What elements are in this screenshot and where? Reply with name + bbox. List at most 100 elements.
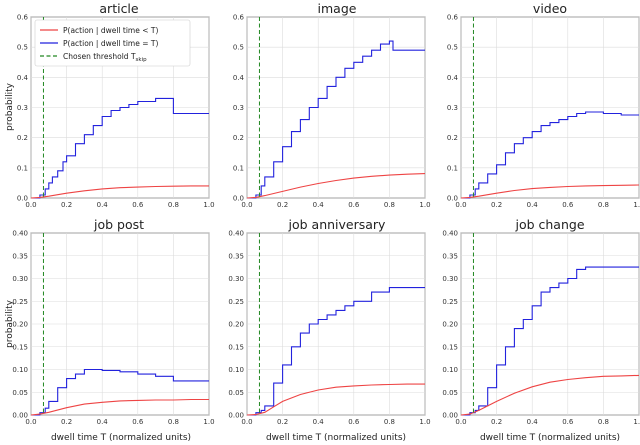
y-tick-label: 0.15 — [228, 343, 244, 351]
series-line-lt — [460, 374, 640, 416]
y-tick-label: 0.25 — [442, 298, 458, 306]
y-tick-label: 0.5 — [17, 44, 28, 52]
series-line-lt — [246, 173, 426, 199]
y-tick-label: 0.1 — [17, 164, 28, 172]
y-tick-label: 0.4 — [447, 74, 459, 82]
series-line-eq — [247, 287, 425, 416]
x-axis-label-job-change: dwell time T (normalized units) — [480, 433, 620, 443]
y-tick-label: 0.35 — [442, 252, 458, 260]
y-tick-label: 0.3 — [233, 104, 244, 112]
x-tick-label: 0.8 — [168, 418, 179, 426]
x-tick-label: 0.0 — [241, 201, 252, 209]
plot-area: 0.0 0.2 0.4 0.6 0.8 1.0 0.0 0.1 0.2 0.3 0.4 0.5 0.6 — [447, 14, 640, 210]
y-tick-label: 0.4 — [233, 74, 245, 82]
plot-area: 0.0 0.2 0.4 0.6 0.8 1.0 0.00 0.05 0.10 0.15 0.20 0.… — [442, 230, 640, 427]
x-tick-label: 0.8 — [384, 201, 395, 209]
panel-job-post: job post probability dwell time T (norma… — [5, 217, 215, 443]
y-tick-label: 0.4 — [17, 74, 29, 82]
x-tick-label: 0.4 — [313, 418, 325, 426]
panel-title-job-change: job change — [514, 217, 584, 232]
y-tick-label: 0.5 — [233, 44, 244, 52]
x-tick-label: 0.6 — [562, 418, 574, 426]
x-axis-label-job-post: dwell time T (normalized units) — [51, 433, 191, 443]
panel-title-article: article — [99, 1, 139, 16]
y-tick-label: 0.40 — [442, 230, 458, 238]
y-tick-label: 0.15 — [12, 343, 28, 351]
x-tick-label: 0.0 — [455, 418, 466, 426]
legend-label-blue: P(action | dwell time = T) — [63, 39, 158, 48]
plot-area: 0.0 0.2 0.4 0.6 0.8 1.0 0.00 0.05 0.10 0.15 0.20 0.… — [12, 230, 214, 427]
y-tick-label: 0.40 — [12, 230, 28, 238]
x-tick-label: 1.0 — [633, 201, 640, 209]
legend: P(action | dwell time < T) P(action | dw… — [34, 19, 191, 67]
y-tick-label: 0.05 — [228, 389, 244, 397]
y-tick-label: 0.1 — [233, 164, 244, 172]
y-tick-label: 0.30 — [12, 275, 28, 283]
x-tick-label: 1.0 — [633, 418, 640, 426]
series-line-eq — [31, 368, 209, 416]
x-tick-label: 0.4 — [97, 418, 109, 426]
series-line-eq — [461, 111, 639, 199]
panel-title-image: image — [318, 1, 357, 16]
x-tick-label: 0.4 — [313, 201, 325, 209]
x-tick-label: 1.0 — [419, 418, 430, 426]
x-tick-label: 0.6 — [348, 201, 360, 209]
y-tick-label: 0.20 — [228, 321, 244, 329]
y-tick-label: 0.3 — [447, 104, 458, 112]
series-line-eq — [247, 40, 425, 199]
x-tick-label: 0.2 — [61, 418, 72, 426]
x-tick-label: 1.0 — [203, 418, 214, 426]
y-tick-label: 0.10 — [12, 366, 28, 374]
x-tick-label: 0.2 — [277, 418, 288, 426]
y-tick-label: 0.6 — [233, 14, 245, 22]
y-tick-label: 0.30 — [228, 275, 244, 283]
series-line-lt — [30, 398, 209, 416]
x-tick-label: 0.6 — [348, 418, 360, 426]
y-tick-label: 0.00 — [12, 412, 28, 420]
y-tick-label: 0.2 — [447, 134, 458, 142]
y-tick-label: 0.35 — [12, 252, 28, 260]
x-tick-label: 0.4 — [527, 418, 539, 426]
x-tick-label: 0.8 — [168, 201, 179, 209]
y-tick-label: 0.00 — [442, 412, 458, 420]
y-tick-label: 0.6 — [17, 14, 29, 22]
series-line-eq — [31, 97, 209, 199]
x-tick-label: 0.4 — [527, 201, 539, 209]
x-tick-label: 0.0 — [25, 418, 36, 426]
x-tick-label: 0.6 — [132, 201, 144, 209]
y-axis-label-article: probability — [5, 82, 15, 131]
x-tick-label: 1.0 — [419, 201, 430, 209]
x-axis-label-job-anniversary: dwell time T (normalized units) — [266, 433, 406, 443]
y-tick-label: 0.2 — [233, 134, 244, 142]
series-line-lt — [246, 383, 425, 416]
panel-job-change: job change dwell time T (normalized unit… — [442, 217, 640, 443]
series-line-lt — [30, 185, 209, 199]
panel-title-job-anniversary: job anniversary — [288, 217, 387, 232]
y-tick-label: 0.6 — [447, 14, 459, 22]
y-tick-label: 0.20 — [12, 321, 28, 329]
y-tick-label: 0.35 — [228, 252, 244, 260]
x-tick-label: 0.2 — [277, 201, 288, 209]
plot-area: 0.0 0.2 0.4 0.6 0.8 1.0 0.0 0.1 0.2 0.3 0.4 0.5 0.6 — [233, 14, 431, 210]
x-tick-label: 0.0 — [241, 418, 252, 426]
series-line-eq — [461, 266, 639, 416]
y-tick-label: 0.00 — [228, 412, 244, 420]
x-tick-label: 0.2 — [491, 201, 502, 209]
y-tick-label: 0.25 — [12, 298, 28, 306]
x-tick-label: 0.4 — [97, 201, 109, 209]
y-tick-label: 0.5 — [447, 44, 458, 52]
y-tick-label: 0.0 — [17, 195, 28, 203]
y-tick-label: 0.10 — [228, 366, 244, 374]
y-tick-label: 0.10 — [442, 366, 458, 374]
x-tick-label: 0.0 — [455, 201, 466, 209]
y-tick-label: 0.20 — [442, 321, 458, 329]
legend-label-threshold-subscript: skip — [136, 57, 148, 63]
panel-image: image 0.0 0.2 0.4 0.6 0.8 1.00.00.10.20.30.40… — [233, 1, 431, 209]
legend-label-threshold-main: Chosen threshold T — [63, 52, 136, 61]
y-tick-label: 0.0 — [447, 195, 458, 203]
x-tick-label: 1.0 — [203, 201, 214, 209]
y-tick-label: 0.1 — [447, 164, 458, 172]
plot-area: 0.0 0.2 0.4 0.6 0.8 1.0 0.00 0.05 0.10 0.15 0.20 0.… — [228, 230, 430, 427]
y-tick-label: 0.05 — [442, 389, 458, 397]
